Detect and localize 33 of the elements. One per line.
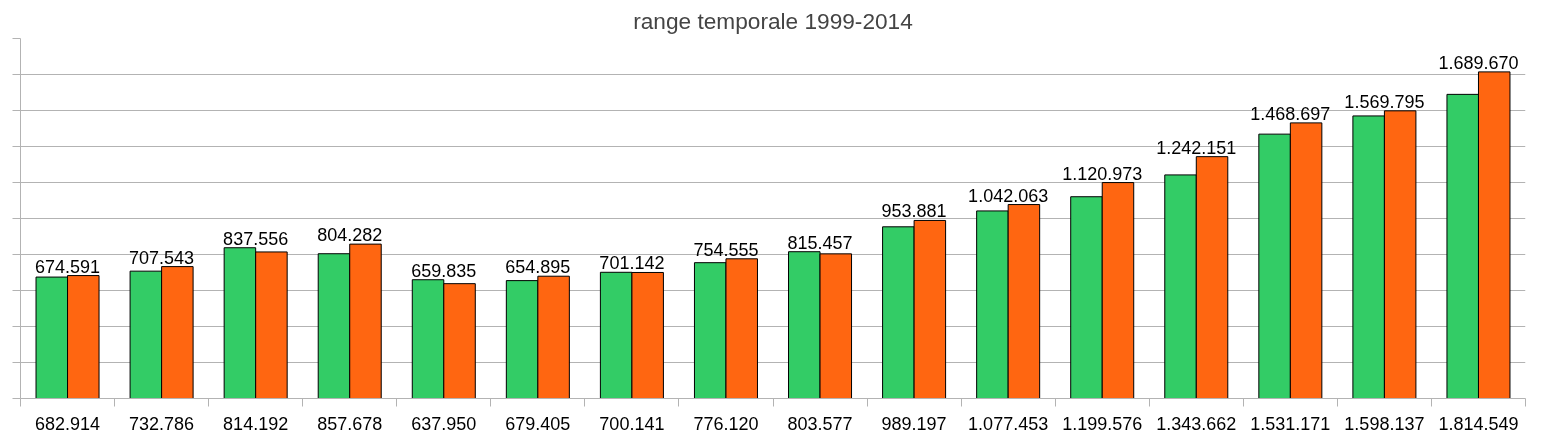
data-label: 857.678 [317,413,383,434]
data-label: 701.142 [599,253,665,274]
data-label: 1.077.453 [968,413,1049,434]
data-label: 814.192 [223,413,289,434]
data-label: 1.199.576 [1062,413,1143,434]
data-label: 1.598.137 [1344,413,1425,434]
data-label: 837.556 [223,228,289,249]
data-label: 1.120.973 [1062,163,1143,184]
data-label: 953.881 [881,201,947,222]
data-label: 1.814.549 [1438,413,1519,434]
data-label: 1.531.171 [1250,413,1331,434]
data-label: 776.120 [693,413,759,434]
data-label: 679.405 [505,413,571,434]
data-label: 659.835 [411,260,477,281]
data-label: 1.042.063 [968,185,1049,206]
data-label: 637.950 [411,413,477,434]
data-label: 1.468.697 [1250,103,1331,124]
data-label: 989.197 [881,413,947,434]
data-label: 803.577 [787,413,853,434]
data-label: 682.914 [35,413,101,434]
data-label: 1.689.670 [1438,52,1519,73]
data-label: 804.282 [317,225,383,246]
data-label: 732.786 [129,413,195,434]
data-label: 754.555 [693,239,759,260]
data-label: 1.242.151 [1156,137,1237,158]
data-label: 707.543 [129,247,195,268]
data-label: 674.591 [35,256,101,277]
data-label: 1.569.795 [1344,91,1425,112]
chart-title: range temporale 1999-2014 [633,7,913,34]
data-label: 654.895 [505,257,571,278]
data-label: 700.141 [599,413,665,434]
data-label: 1.343.662 [1156,413,1237,434]
data-label: 815.457 [787,232,853,253]
